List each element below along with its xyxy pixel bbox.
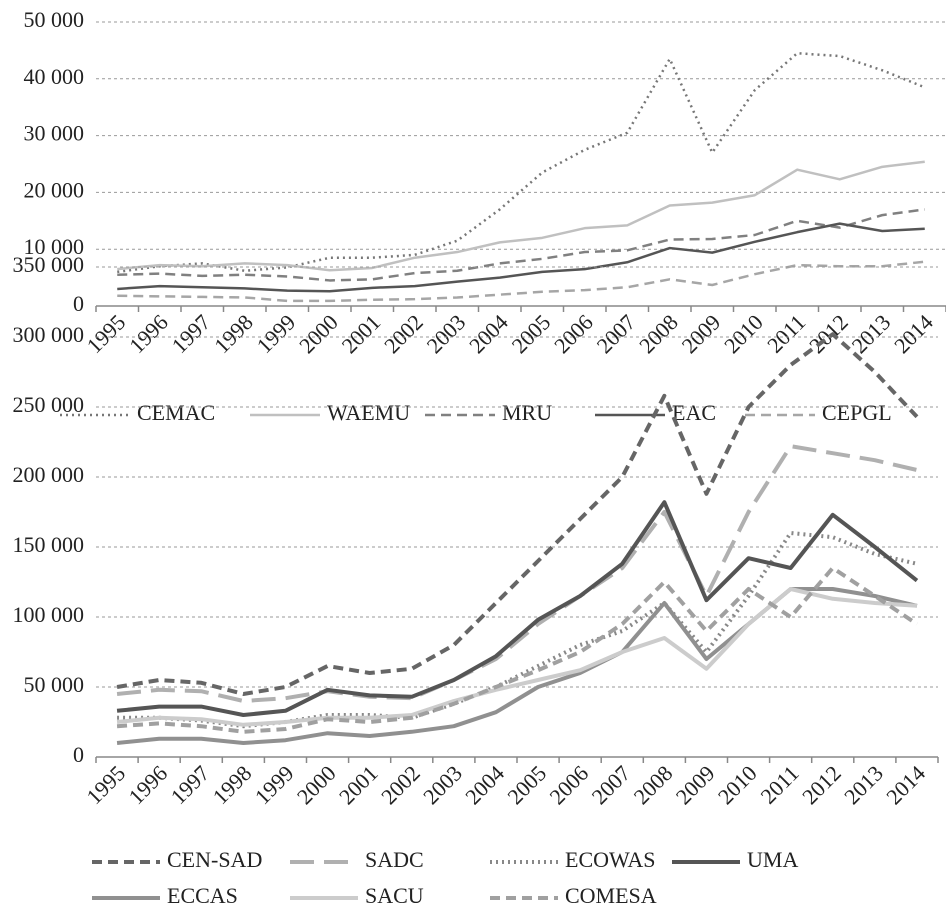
y-tick-label: 350 000: [13, 252, 85, 277]
x-tick-label: 1996: [124, 309, 173, 358]
legend-label: WAEMU: [327, 400, 410, 425]
legend-label: SACU: [365, 883, 424, 908]
series-line: [117, 260, 925, 303]
x-tick-label: 2003: [422, 309, 471, 358]
x-tick-label: 2011: [762, 309, 810, 357]
x-tick-label: 2008: [634, 309, 683, 358]
x-tick-label: 2004: [464, 309, 513, 358]
series-line: [117, 208, 925, 282]
x-tick-label: 2005: [502, 760, 551, 809]
x-tick-label: 2004: [460, 760, 509, 809]
y-tick-label: 40 000: [24, 64, 85, 89]
y-tick-label: 20 000: [24, 177, 85, 202]
y-tick-label: 50 000: [24, 7, 85, 32]
x-tick-label: 2014: [881, 760, 930, 809]
series-line: [117, 51, 926, 274]
x-tick-label: 2002: [376, 760, 425, 809]
legend-label: UMA: [747, 847, 798, 872]
y-tick-label: 150 000: [13, 532, 85, 557]
x-tick-label: 2001: [334, 760, 383, 809]
series-line: [117, 160, 925, 272]
legend-label: SADC: [365, 847, 424, 872]
y-tick-label: 300 000: [13, 322, 85, 347]
x-tick-label: 2014: [889, 309, 938, 358]
x-tick-label: 2001: [337, 309, 386, 358]
series-line: [116, 444, 918, 703]
x-tick-label: 2003: [418, 760, 467, 809]
y-tick-label: 50 000: [24, 672, 85, 697]
x-tick-label: 1997: [166, 760, 215, 809]
x-tick-label: 2008: [629, 760, 678, 809]
x-tick-label: 2006: [544, 760, 593, 809]
legend-label: ECOWAS: [565, 847, 655, 872]
x-tick-label: 1998: [209, 309, 258, 358]
x-tick-label: 2009: [671, 760, 720, 809]
series-line: [116, 587, 918, 727]
x-tick-label: 1996: [123, 760, 172, 809]
legend-label: COMESA: [565, 883, 657, 908]
x-tick-label: 2009: [677, 309, 726, 358]
series-line: [116, 566, 919, 734]
x-tick-label: 1997: [167, 309, 216, 358]
x-tick-label: 2005: [507, 309, 556, 358]
y-tick-label: 250 000: [13, 392, 85, 417]
series-line: [116, 500, 919, 717]
y-tick-label: 30 000: [24, 121, 85, 146]
x-tick-label: 2000: [294, 309, 343, 358]
legend-label: MRU: [502, 400, 552, 425]
x-tick-label: 2010: [713, 760, 762, 809]
x-tick-label: 2013: [839, 760, 888, 809]
x-tick-label: 1998: [208, 760, 257, 809]
x-tick-label: 1999: [250, 760, 299, 809]
legend-label: CEPGL: [822, 400, 892, 425]
x-tick-label: 2002: [379, 309, 428, 358]
y-tick-label: 200 000: [13, 462, 85, 487]
legend-label: ECCAS: [167, 883, 238, 908]
legend-label: EAC: [672, 400, 716, 425]
series-line: [116, 332, 919, 696]
y-tick-label: 10 000: [24, 234, 85, 259]
x-tick-label: 1995: [81, 760, 130, 809]
y-tick-label: 0: [73, 291, 84, 316]
x-tick-label: 2006: [549, 309, 598, 358]
x-tick-label: 2000: [292, 760, 341, 809]
x-tick-label: 2010: [719, 309, 768, 358]
legend-label: CEN-SAD: [167, 847, 262, 872]
series-line: [117, 222, 925, 293]
x-tick-label: 1999: [252, 309, 301, 358]
y-tick-label: 100 000: [13, 602, 85, 627]
x-tick-label: 2011: [756, 760, 804, 808]
x-tick-label: 2007: [587, 760, 636, 809]
x-tick-label: 2007: [592, 309, 641, 358]
x-tick-label: 2013: [847, 309, 896, 358]
legend-label: CEMAC: [137, 400, 215, 425]
x-tick-label: 1995: [82, 309, 131, 358]
y-tick-label: 0: [73, 742, 84, 767]
x-tick-label: 2012: [797, 760, 846, 809]
